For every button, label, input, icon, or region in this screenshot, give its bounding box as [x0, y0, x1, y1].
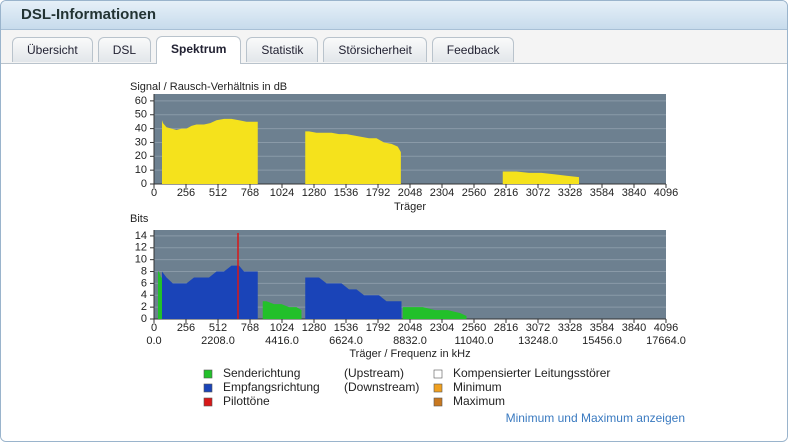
tab[interactable]: Störsicherheit	[323, 37, 427, 62]
x-tick-label: 0	[151, 187, 157, 199]
y-tick-label: 0	[141, 313, 147, 325]
x-tick-label: 1536	[334, 187, 358, 199]
x2-tick-label: 0.0	[146, 335, 161, 347]
x-tick-label: 1792	[366, 187, 390, 199]
legend-label: Pilottöne	[223, 394, 270, 408]
chart-title: Signal / Rausch-Verhältnis in dB	[130, 81, 287, 93]
y-tick-label: 60	[135, 95, 147, 107]
x2-tick-label: 11040.0	[455, 335, 494, 347]
y-tick-label: 40	[135, 123, 147, 135]
x-axis-label: Träger	[394, 201, 426, 213]
y-tick-label: 0	[141, 178, 147, 190]
x-tick-label: 2816	[494, 322, 518, 334]
legend-direction: (Upstream)	[344, 366, 404, 380]
x-tick-label: 4096	[654, 322, 678, 334]
x-tick-label: 256	[177, 187, 195, 199]
x-tick-label: 2560	[462, 187, 486, 199]
tab[interactable]: DSL	[97, 37, 152, 62]
x-tick-label: 1280	[302, 187, 326, 199]
legend-swatch	[433, 383, 443, 393]
legend-swatch	[433, 369, 443, 379]
x-tick-label: 2304	[430, 322, 454, 334]
x-tick-label: 3072	[526, 322, 550, 334]
tab[interactable]: Übersicht	[12, 37, 93, 62]
x-tick-label: 2048	[398, 322, 422, 334]
y-tick-label: 30	[135, 136, 147, 148]
x-tick-label: 512	[209, 187, 227, 199]
y-tick-label: 10	[135, 164, 147, 176]
legend-label: Senderichtung	[223, 366, 300, 380]
x-tick-label: 256	[177, 322, 195, 334]
x2-tick-label: 17664.0	[646, 335, 686, 347]
x-tick-label: 3328	[558, 187, 582, 199]
x-tick-label: 2304	[430, 187, 454, 199]
x2-tick-label: 13248.0	[518, 335, 558, 347]
chart-title: Bits	[130, 213, 149, 225]
legend-swatch	[203, 369, 213, 379]
x2-tick-label: 6624.0	[329, 335, 363, 347]
area	[162, 265, 402, 319]
area	[162, 118, 579, 184]
x-tick-label: 1024	[270, 187, 294, 199]
x-tick-label: 768	[241, 322, 259, 334]
x2-tick-label: 8832.0	[393, 335, 427, 347]
legend-label: Kompensierter Leitungsstörer	[453, 366, 610, 380]
x-tick-label: 3584	[590, 187, 614, 199]
x-tick-label: 4096	[654, 187, 678, 199]
y-tick-label: 2	[141, 301, 147, 313]
x-tick-label: 3328	[558, 322, 582, 334]
legend-swatch	[433, 397, 443, 407]
tab[interactable]: Spektrum	[156, 36, 242, 64]
x-tick-label: 768	[241, 187, 259, 199]
area	[158, 271, 467, 319]
y-tick-label: 4	[141, 289, 147, 301]
tab-bar: Übersicht DSL Spektrum Statistik Störsicherh…	[12, 36, 515, 64]
y-tick-label: 20	[135, 150, 147, 162]
x-tick-label: 3584	[590, 322, 614, 334]
y-tick-label: 10	[135, 254, 147, 266]
x-tick-label: 1024	[270, 322, 294, 334]
y-tick-label: 12	[135, 242, 147, 254]
x-tick-label: 1280	[302, 322, 326, 334]
x-tick-label: 0	[151, 322, 157, 334]
y-tick-label: 8	[141, 265, 147, 277]
x2-tick-label: 4416.0	[265, 335, 299, 347]
legend-label: Minimum	[453, 380, 502, 394]
header-title: DSL-Informationen	[1, 1, 787, 30]
y-tick-label: 14	[135, 230, 147, 242]
y-tick-label: 50	[135, 109, 147, 121]
x-axis-label: Träger / Frequenz in kHz	[349, 348, 470, 360]
x-tick-label: 3072	[526, 187, 550, 199]
x-tick-label: 1792	[366, 322, 390, 334]
min-max-link[interactable]: Minimum und Maximum anzeigen	[505, 411, 685, 425]
x-tick-label: 512	[209, 322, 227, 334]
y-tick-label: 6	[141, 277, 147, 289]
x2-tick-label: 15456.0	[582, 335, 622, 347]
legend-direction: (Downstream)	[344, 380, 419, 394]
tab[interactable]: Statistik	[246, 37, 319, 62]
legend-label: Empfangsrichtung	[223, 380, 320, 394]
tab[interactable]: Feedback	[431, 37, 515, 62]
legend-swatch	[203, 383, 213, 393]
x-tick-label: 3840	[622, 187, 646, 199]
x-tick-label: 2560	[462, 322, 486, 334]
x-tick-label: 2816	[494, 187, 518, 199]
x-tick-label: 2048	[398, 187, 422, 199]
legend-swatch	[203, 397, 213, 407]
legend-label: Maximum	[453, 394, 505, 408]
x-tick-label: 1536	[334, 322, 358, 334]
x-tick-label: 3840	[622, 322, 646, 334]
x2-tick-label: 2208.0	[201, 335, 235, 347]
